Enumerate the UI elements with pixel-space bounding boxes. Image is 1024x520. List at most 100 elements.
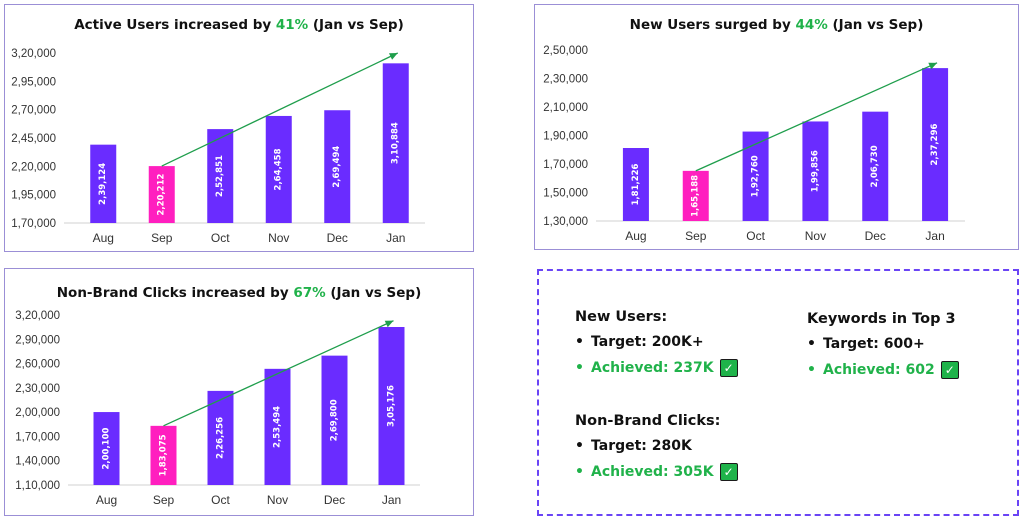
bar [922, 68, 949, 221]
non-brand-clicks-bar-chart: 1,10,000 1,40,000 1,70,000 2,00,000 2,30,000… [15, 310, 420, 507]
bar [264, 368, 291, 485]
y-tick-label: 1,30,000 [543, 216, 588, 228]
y-tick-label: 2,00,000 [15, 407, 60, 419]
y-tick-label: 2,30,000 [543, 74, 588, 86]
kpi-target: • Target: 280K [575, 438, 738, 454]
kpi-achieved-text: Achieved: 305K [591, 464, 714, 480]
bar [682, 170, 709, 221]
non-brand-clicks-kpi: Non-Brand Clicks: • Target: 280K • Achieve… [575, 413, 738, 490]
y-tick-label: 2,45,000 [11, 133, 56, 145]
y-tick-label: 3,20,000 [15, 310, 60, 322]
kpi-target-text: Target: 600+ [823, 336, 925, 352]
x-tick-label: Dec [327, 231, 348, 245]
y-tick-label: 1,95,000 [11, 190, 56, 202]
y-tick-label: 1,90,000 [543, 131, 588, 143]
chart-title: Active Users increased by 41% (Jan vs Se… [74, 17, 404, 33]
y-tick-label: 1,70,000 [11, 218, 56, 230]
kpi-target-text: Target: 280K [591, 438, 692, 454]
y-tick-label: 2,95,000 [11, 76, 56, 88]
bar-value-label: 2,69,494 [332, 146, 342, 188]
x-tick-label: Sep [685, 229, 707, 243]
active-users-chart-panel: Active Users increased by 41% (Jan vs Se… [4, 4, 474, 252]
chart-title: New Users surged by 44% (Jan vs Sep) [629, 17, 924, 33]
x-tick-label: Oct [211, 493, 230, 507]
kpi-heading: Keywords in Top 3 [807, 311, 956, 327]
bar-value-label: 2,00,100 [102, 427, 112, 469]
bar-value-label: 2,53,494 [273, 406, 283, 448]
y-tick-label: 1,70,000 [15, 431, 60, 443]
y-tick-label: 2,90,000 [15, 334, 60, 346]
bar [265, 115, 292, 223]
kpi-heading: New Users: [575, 309, 668, 325]
y-tick-label: 2,30,000 [15, 383, 60, 395]
trend-arrow-head [384, 320, 394, 328]
x-tick-label: Oct [746, 229, 765, 243]
bar-value-label: 1,83,075 [159, 434, 169, 476]
bar [862, 111, 889, 221]
bar-value-label: 2,37,296 [930, 123, 940, 165]
bar-value-label: 1,81,226 [631, 163, 641, 205]
keywords-kpi: Keywords in Top 3 • Target: 600+ • Achieve… [807, 311, 959, 388]
new-users-kpi: New Users: • Target: 200K+ • Achieved: 237… [575, 309, 738, 386]
check-icon: ✓ [940, 361, 959, 379]
kpi-target-text: Target: 200K+ [591, 334, 704, 350]
kpi-achieved: • Achieved: 305K ✓ [575, 463, 738, 481]
kpi-achieved: • Achieved: 602 ✓ [807, 361, 959, 379]
kpi-achieved-text: Achieved: 237K [591, 360, 714, 376]
kpi-achieved-text: Achieved: 602 [823, 362, 935, 378]
kpi-target: • Target: 600+ [807, 336, 959, 352]
x-tick-label: Jan [925, 229, 944, 243]
y-tick-label: 3,20,000 [11, 48, 56, 60]
x-tick-label: Dec [324, 493, 345, 507]
bar-value-label: 3,05,176 [387, 385, 397, 427]
x-tick-label: Aug [96, 493, 117, 507]
x-tick-label: Nov [267, 493, 288, 507]
kpi-achieved: • Achieved: 237K ✓ [575, 359, 738, 377]
y-tick-label: 1,40,000 [15, 456, 60, 468]
bar [148, 166, 175, 223]
bar [378, 327, 405, 485]
new-users-chart-panel: New Users surged by 44% (Jan vs Sep) 1,3… [534, 4, 1019, 250]
bar [207, 129, 234, 223]
y-tick-label: 2,70,000 [11, 105, 56, 117]
x-tick-label: Jan [382, 493, 401, 507]
bar-value-label: 1,99,856 [810, 150, 820, 192]
bar-value-label: 2,64,458 [274, 148, 284, 190]
y-tick-label: 2,10,000 [543, 102, 588, 114]
bar-value-label: 3,10,884 [391, 122, 401, 164]
bullet: • [575, 464, 584, 480]
bullet: • [807, 336, 816, 352]
x-tick-label: Sep [151, 231, 173, 245]
x-tick-label: Sep [153, 493, 175, 507]
bar-value-label: 1,65,188 [691, 175, 701, 217]
new-users-bar-chart: 1,30,000 1,50,000 1,70,000 1,90,000 2,10,000… [543, 45, 965, 243]
y-tick-label: 1,50,000 [543, 188, 588, 200]
bar [207, 390, 234, 485]
kpi-heading: Non-Brand Clicks: [575, 413, 721, 429]
bar [321, 355, 348, 485]
bar-value-label: 2,20,212 [157, 173, 167, 215]
non-brand-clicks-chart-panel: Non-Brand Clicks increased by 67% (Jan v… [4, 268, 474, 516]
x-tick-label: Nov [805, 229, 826, 243]
check-icon: ✓ [719, 359, 738, 377]
bar [90, 144, 117, 223]
trend-arrow-line [161, 52, 399, 167]
trend-arrow-line [163, 320, 394, 427]
y-tick-label: 2,60,000 [15, 359, 60, 371]
bar [93, 412, 120, 485]
bullet: • [575, 360, 584, 376]
check-icon: ✓ [719, 463, 738, 481]
bar [802, 121, 829, 221]
bar-value-label: 2,52,851 [215, 155, 225, 197]
bar [324, 110, 351, 223]
x-tick-label: Nov [268, 231, 289, 245]
trend-arrow-head [928, 62, 938, 70]
bar-value-label: 2,69,800 [330, 399, 340, 441]
y-tick-label: 1,70,000 [543, 159, 588, 171]
x-tick-label: Aug [93, 231, 114, 245]
x-tick-label: Aug [625, 229, 646, 243]
bar-value-label: 1,92,760 [751, 155, 761, 197]
bar-value-label: 2,06,730 [870, 145, 880, 187]
x-tick-label: Jan [386, 231, 405, 245]
bar [622, 148, 649, 221]
